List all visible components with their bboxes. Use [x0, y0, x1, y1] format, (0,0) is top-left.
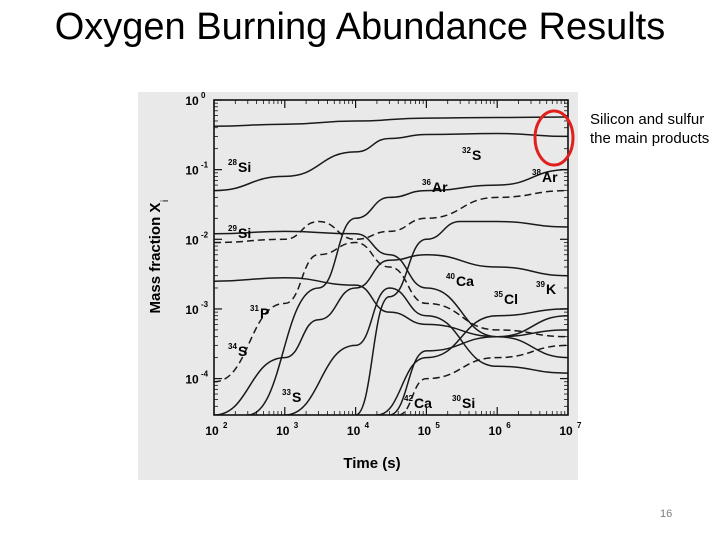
y-axis-label-subscript: i: [160, 200, 171, 202]
y-tick-label: 10: [185, 303, 199, 317]
y-tick-label: 10: [185, 164, 199, 178]
series-label-element: Si: [462, 395, 475, 411]
series-label-mass: 38: [532, 168, 541, 177]
series-label-mass: 34: [228, 342, 237, 351]
series-label-element: S: [292, 389, 301, 405]
series-label-mass: 39: [536, 280, 545, 289]
series-line-42Ca: [398, 344, 568, 415]
series-line-28Si: [214, 132, 568, 192]
series-label-mass: 30: [452, 394, 461, 403]
slide-title: Oxygen Burning Abundance Results: [54, 6, 666, 48]
series-label-element: Ca: [456, 273, 474, 289]
series-label-element: S: [238, 343, 247, 359]
x-tick-label-exponent: 2: [223, 421, 228, 430]
y-tick-label: 10: [185, 94, 199, 108]
y-tick-label-exponent: -4: [201, 370, 209, 379]
series-label-element: Ca: [414, 395, 432, 411]
series-label-element: Si: [238, 159, 251, 175]
series-line-34S: [214, 253, 568, 415]
series-line-35Cl: [376, 308, 568, 415]
y-tick-label: 10: [185, 233, 199, 247]
series-label-element: Si: [238, 225, 251, 241]
series-label-element: P: [260, 305, 269, 321]
series-line-32S: [214, 116, 568, 127]
series-label-element: K: [546, 281, 556, 297]
x-tick-label: 10: [205, 424, 219, 438]
y-tick-label-exponent: -2: [201, 230, 209, 239]
x-axis-label: Time (s): [343, 455, 400, 472]
series-label-mass: 40: [446, 272, 455, 281]
x-tick-label-exponent: 3: [294, 421, 299, 430]
series-label-mass: 42: [404, 394, 413, 403]
series-label-element: Ar: [432, 179, 448, 195]
series-label-mass: 28: [228, 158, 237, 167]
series-label-mass: 33: [282, 388, 291, 397]
x-tick-label: 10: [347, 424, 361, 438]
series-label-element: S: [472, 147, 481, 163]
x-tick-label-exponent: 6: [506, 421, 511, 430]
page-number: 16: [660, 508, 673, 520]
series-label-mass: 32: [462, 146, 471, 155]
y-tick-label-exponent: -3: [201, 300, 209, 309]
y-tick-label-exponent: 0: [201, 91, 206, 100]
x-tick-label: 10: [489, 424, 503, 438]
highlight-circle: [533, 109, 575, 167]
series-label-element: Cl: [504, 291, 518, 307]
series-line-31P: [284, 287, 568, 415]
y-tick-label-exponent: -1: [201, 161, 209, 170]
x-tick-label: 10: [418, 424, 432, 438]
series-label-element: Ar: [542, 169, 558, 185]
plot-frame: [213, 99, 569, 416]
x-tick-label-exponent: 7: [577, 421, 582, 430]
series-line-33S: [214, 241, 568, 383]
series-label-mass: 31: [250, 304, 259, 313]
series-label-mass: 35: [494, 290, 503, 299]
y-axis-label: Mass fraction X: [147, 203, 164, 314]
series-line-39K: [389, 314, 568, 415]
annotation-text: Silicon and sulfur the main products: [590, 111, 710, 147]
series-line-38Ar: [214, 189, 568, 244]
x-tick-label-exponent: 5: [435, 421, 440, 430]
y-tick-label: 10: [185, 373, 199, 387]
x-tick-label: 10: [559, 424, 573, 438]
series-label-mass: 36: [422, 178, 431, 187]
series-line-40Ca: [355, 220, 568, 415]
x-tick-label: 10: [276, 424, 290, 438]
series-label-mass: 29: [228, 224, 237, 233]
series-line-36Ar: [247, 168, 568, 415]
x-tick-label-exponent: 4: [365, 421, 370, 430]
